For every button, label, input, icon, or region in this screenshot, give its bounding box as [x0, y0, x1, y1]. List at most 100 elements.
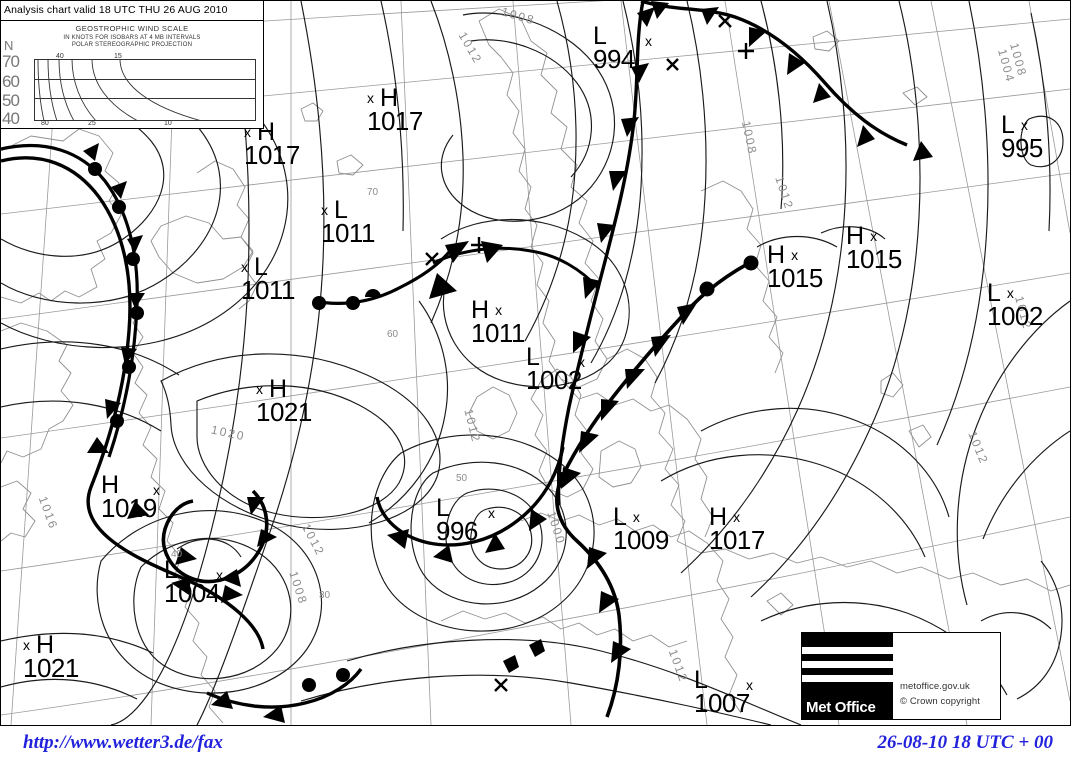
wind-scale-tick-top-15: 15	[114, 53, 122, 60]
trough-symbols	[425, 14, 754, 692]
centre-pressure-value: 1017	[244, 140, 300, 170]
centre-type-letter: L	[526, 343, 540, 371]
pressure-centre-l-1007: L 1007	[694, 668, 750, 718]
centre-marker-x: x	[216, 567, 223, 583]
cold-front-barbs-norway	[573, 7, 655, 353]
centre-type-letter: L	[254, 253, 268, 281]
metoffice-logo-icon: Met Office	[802, 633, 893, 719]
centre-marker-x: x	[321, 202, 328, 218]
centre-pressure-value: 1021	[256, 397, 312, 427]
centre-marker-x: x	[244, 124, 251, 140]
wind-scale-graph: 40 15	[34, 59, 256, 121]
pressure-centre-h-1021: x H 1021	[256, 375, 312, 427]
centre-pressure-value: 996	[436, 516, 478, 546]
frontal-fragment-central-barbs	[429, 241, 503, 299]
centre-marker-x: x	[1006, 285, 1014, 301]
weather-chart-canvas: Analysis chart valid 18 UTC THU 26 AUG 2…	[0, 0, 1071, 726]
warm-front-uk	[312, 246, 455, 305]
centre-marker-x: x	[632, 509, 640, 525]
map-svg	[1, 1, 1070, 725]
latitude-label-30: 30	[319, 590, 331, 601]
warm-front-uk-bumps	[312, 289, 381, 310]
metoffice-url: metoffice.gov.uk	[900, 681, 970, 692]
wind-scale-heading-line1: GEOSTROPHIC WIND SCALE	[75, 24, 189, 33]
wind-scale-heading-line2: IN KNOTS FOR ISOBARS AT 4 MB INTERVALS	[63, 34, 201, 41]
wind-scale-axis-label: N	[4, 38, 14, 53]
chart-title-box: Analysis chart valid 18 UTC THU 26 AUG 2…	[1, 1, 264, 21]
pressure-centre-l-1004: L 1004	[164, 558, 220, 608]
metoffice-info: metoffice.gov.uk © Crown copyright	[893, 633, 1000, 719]
cold-front-south	[206, 667, 363, 709]
centre-type-letter: H	[101, 471, 120, 499]
occluded-front-ne	[640, 1, 908, 147]
centre-pressure-value: 1007	[694, 688, 750, 718]
footer-timestamp: 26-08-10 18 UTC + 00	[877, 732, 1053, 753]
metoffice-copyright: © Crown copyright	[900, 696, 980, 707]
latitude-label-60: 60	[387, 329, 399, 340]
centre-marker-x: x	[578, 354, 585, 370]
source-url-link[interactable]: http://www.wetter3.de/fax	[23, 732, 223, 753]
warm-front-bumps-atlantic	[88, 162, 144, 428]
centre-pressure-value: 1017	[709, 525, 765, 555]
centre-pressure-value: 1002	[526, 365, 582, 395]
centre-type-letter: H	[380, 84, 399, 112]
centre-type-letter: L	[593, 22, 607, 50]
centre-marker-x: x	[241, 259, 248, 275]
wind-scale-lat-70: 70	[2, 52, 20, 71]
centre-type-letter: L	[987, 279, 1001, 307]
centre-pressure-value: 1004	[164, 578, 220, 608]
wind-scale-tick-bottom-10: 10	[164, 120, 172, 127]
latitude-label-50: 50	[456, 473, 468, 484]
warm-front-atlantic	[1, 143, 139, 458]
centre-type-letter: H	[269, 375, 288, 403]
wind-scale-heading-line3: POLAR STEREOGRAPHIC PROJECTION	[71, 41, 193, 48]
occluded-front-barbs-ne	[651, 1, 933, 161]
centre-type-letter: L	[436, 494, 450, 522]
centre-marker-x: x	[495, 302, 503, 318]
pressure-centre-l-1011: x L 1011	[321, 198, 375, 248]
centre-marker-x: x	[791, 247, 799, 263]
cold-front-low996-barbs	[387, 471, 575, 563]
pressure-centre-h-1019: H 1019	[101, 471, 157, 522]
metoffice-badge: Met Office metoffice.gov.uk © Crown copy…	[801, 632, 1001, 720]
pressure-centre-h-1017: x H 1017	[367, 84, 423, 136]
wind-scale-tick-bottom-80: 80	[41, 120, 49, 127]
centre-marker-x: x	[153, 482, 160, 498]
occluded-front-uk-marks	[561, 255, 759, 663]
page-title: Analysis chart valid 18 UTC THU 26 AUG 2…	[4, 4, 228, 16]
centre-pressure-value: 995	[1001, 133, 1043, 163]
wind-scale-tick-bottom-25: 25	[88, 120, 96, 127]
centre-marker-x: x	[645, 33, 652, 49]
centre-pressure-value: 994	[593, 44, 635, 74]
wind-scale-heading: GEOSTROPHIC WIND SCALE IN KNOTS FOR ISOB…	[1, 24, 263, 48]
centre-type-letter: L	[1001, 111, 1015, 139]
pressure-centre-l-994: L 994	[593, 22, 635, 74]
latitude-label-40: 40	[171, 549, 183, 560]
cold-front-south-barbs	[211, 668, 350, 723]
centre-pressure-value: 1017	[367, 106, 423, 136]
latitude-label-70: 70	[367, 187, 379, 198]
centre-marker-x: x	[256, 381, 263, 397]
centre-marker-x: x	[1020, 117, 1028, 133]
centre-pressure-value: 1009	[613, 525, 669, 555]
pressure-centre-l-1002: L 1002	[526, 343, 582, 395]
centre-pressure-value: 1011	[321, 218, 375, 248]
centre-marker-x: x	[23, 637, 30, 653]
centre-type-letter: H	[846, 222, 865, 250]
geostrophic-wind-scale: GEOSTROPHIC WIND SCALE IN KNOTS FOR ISOB…	[1, 21, 264, 129]
centre-pressure-value: 1015	[846, 244, 902, 274]
centre-pressure-value: 1011	[241, 275, 295, 305]
centre-type-letter: H	[767, 241, 786, 269]
cold-front-low996	[375, 446, 565, 547]
centre-type-letter: H	[36, 631, 55, 659]
wind-scale-tick-top-40: 40	[56, 53, 64, 60]
centre-marker-x: x	[367, 90, 374, 106]
centre-marker-x: x	[870, 228, 878, 244]
